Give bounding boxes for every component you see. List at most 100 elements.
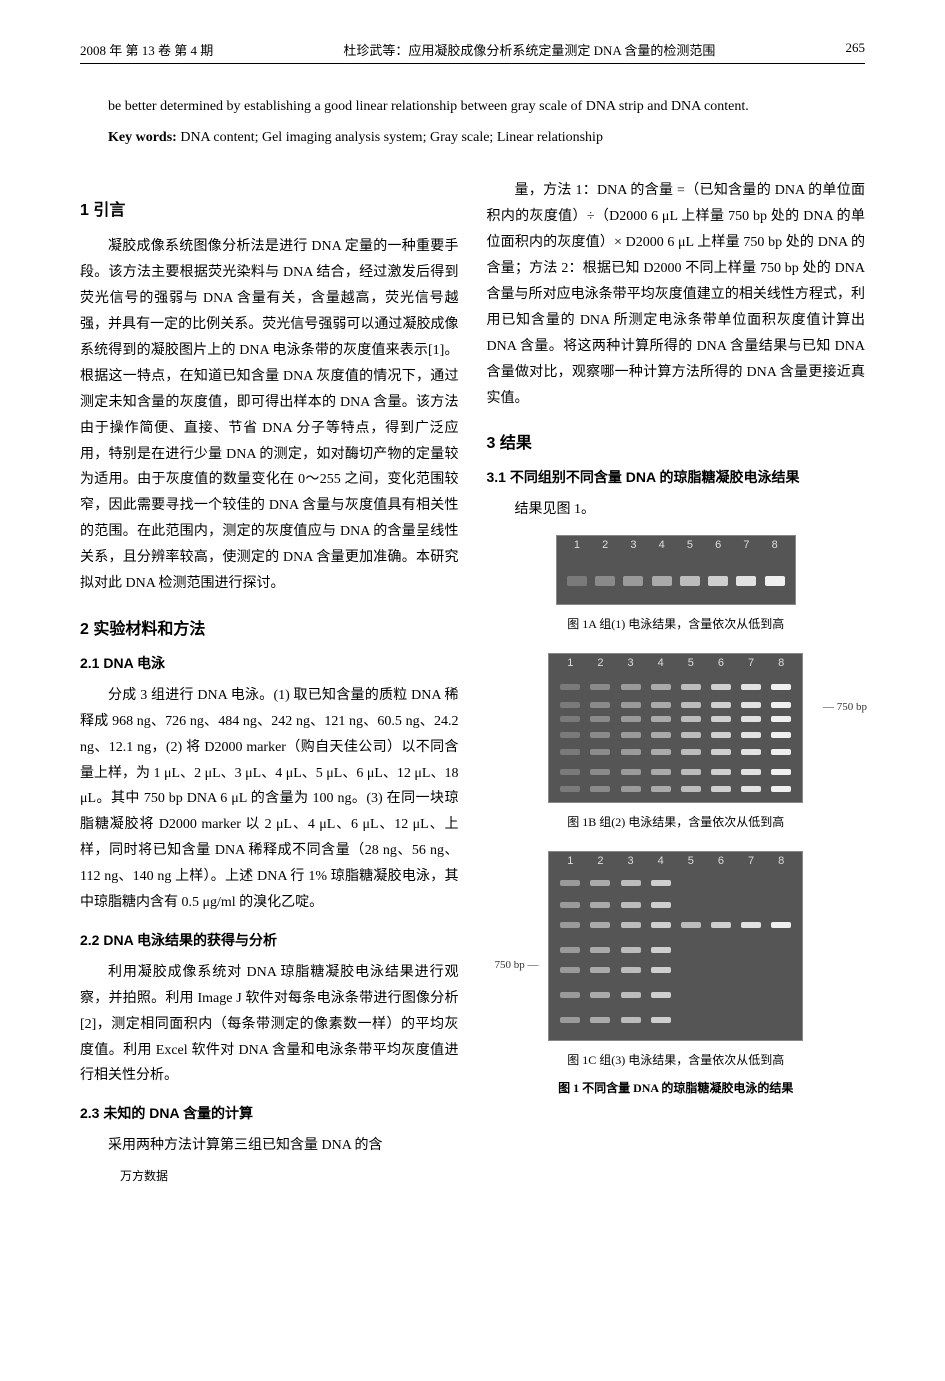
lane-num: 6 [718,657,724,669]
gel-band [711,702,731,708]
gel-band [681,732,701,738]
gel-band [741,684,761,690]
gel-band [590,992,610,998]
gel-band [681,786,701,792]
gel-band [741,702,761,708]
section-2-3-title: 2.3 未知的 DNA 含量的计算 [80,1103,459,1123]
gel-band [681,749,701,755]
lane-num: 8 [772,539,778,551]
page-header: 2008 年 第 13 卷 第 4 期 杜珍武等：应用凝胶成像分析系统定量测定 … [80,40,865,64]
gel-band-row [549,922,802,928]
lane-num: 4 [659,539,665,551]
gel-band [771,749,791,755]
figure-1-caption: 图 1 不同含量 DNA 的琼脂糖凝胶电泳的结果 [487,1079,866,1097]
figure-1c-lane-numbers: 1 2 3 4 5 6 7 8 [549,852,802,867]
gel-band [621,786,641,792]
gel-band [651,902,671,908]
header-right: 265 [846,40,866,59]
figure-1c-gel: 1 2 3 4 5 6 7 8 [548,851,803,1041]
gel-band [651,967,671,973]
figure-1c-marker-750: 750 bp — [495,959,539,971]
gel-band [771,947,791,953]
gel-band-row [549,684,802,690]
gel-band [771,880,791,886]
gel-band [711,902,731,908]
keywords-text: DNA content; Gel imaging analysis system… [180,130,603,145]
lane-num: 4 [658,657,664,669]
gel-band [652,576,672,586]
section-2-2-body: 利用凝胶成像系统对 DNA 琼脂糖凝胶电泳结果进行观察，并拍照。利用 Image… [80,960,459,1089]
lane-num: 2 [597,855,603,867]
gel-band [590,684,610,690]
gel-band [560,732,580,738]
figure-1b-caption: 图 1B 组(2) 电泳结果，含量依次从低到高 [487,813,866,831]
section-1-title: 1 引言 [80,196,459,220]
gel-band [651,922,671,928]
keywords-label: Key words: [108,130,177,145]
section-2-3-continuation: 量，方法 1：DNA 的含量 =（已知含量的 DNA 的单位面积内的灰度值）÷（… [487,178,866,411]
gel-band [590,749,610,755]
gel-band [741,732,761,738]
gel-band-row [557,576,795,586]
gel-band [711,880,731,886]
figure-1c-wrap: 750 bp — 1 2 3 4 5 6 7 8 [487,841,866,1047]
gel-band-row [549,749,802,755]
gel-band [711,716,731,722]
gel-band [711,967,731,973]
gel-band [560,992,580,998]
marker-text: 750 bp [495,959,525,971]
gel-band [590,922,610,928]
gel-band [681,880,701,886]
section-3-title: 3 结果 [487,429,866,453]
lane-num: 7 [748,855,754,867]
gel-band [651,732,671,738]
right-column: 量，方法 1：DNA 的含量 =（已知含量的 DNA 的单位面积内的灰度值）÷（… [487,178,866,1184]
lane-num: 6 [718,855,724,867]
gel-band-row [549,769,802,775]
gel-band [590,716,610,722]
gel-band [621,902,641,908]
lane-num: 7 [743,539,749,551]
gel-band [651,716,671,722]
gel-band [711,947,731,953]
lane-num: 3 [628,855,634,867]
gel-band [741,947,761,953]
gel-band [741,786,761,792]
gel-band [621,1017,641,1023]
gel-band [567,576,587,586]
gel-band-row [549,786,802,792]
gel-band [680,576,700,586]
gel-band [621,880,641,886]
gel-band-row [549,902,802,908]
gel-band [708,576,728,586]
gel-band [741,749,761,755]
gel-band [560,947,580,953]
gel-band [621,716,641,722]
figure-1a-lane-numbers: 1 2 3 4 5 6 7 8 [557,536,795,551]
gel-band [771,992,791,998]
gel-band [651,992,671,998]
section-2-1-body: 分成 3 组进行 DNA 电泳。(1) 取已知含量的质粒 DNA 稀释成 968… [80,683,459,916]
gel-band [681,1017,701,1023]
lane-num: 1 [567,855,573,867]
gel-band [651,749,671,755]
lane-num: 6 [715,539,721,551]
gel-band [771,702,791,708]
gel-band [771,1017,791,1023]
gel-band [621,922,641,928]
gel-band [595,576,615,586]
gel-band [771,902,791,908]
gel-band-row [549,880,802,886]
gel-band [621,684,641,690]
gel-band [681,967,701,973]
gel-band [621,749,641,755]
gel-band [590,769,610,775]
gel-band [771,922,791,928]
gel-band [560,786,580,792]
gel-band [681,769,701,775]
gel-band [621,992,641,998]
gel-band [651,702,671,708]
gel-band-row [549,702,802,708]
gel-band [711,922,731,928]
section-2-3-body: 采用两种方法计算第三组已知含量 DNA 的含 [80,1133,459,1159]
